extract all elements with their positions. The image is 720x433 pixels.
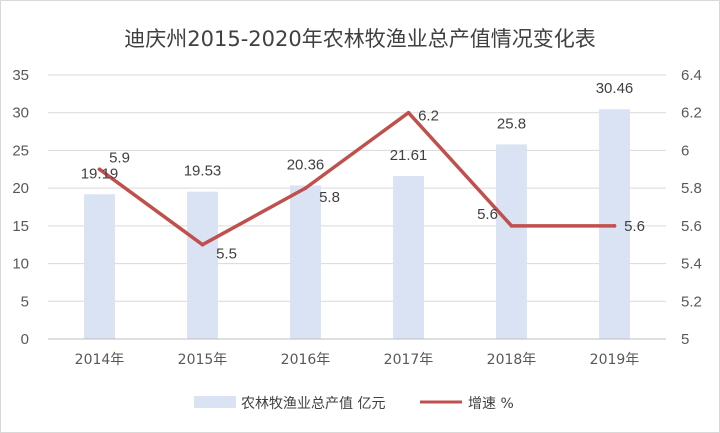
line-point (303, 186, 308, 190)
legend-bar-label: 农林牧渔业总产值 亿元 (241, 396, 385, 412)
bar (393, 175, 424, 339)
y-right-tick-label: 5.2 (681, 293, 702, 310)
y-left-tick-label: 0 (21, 331, 29, 348)
bar-data-label: 21.61 (390, 147, 428, 164)
bar-data-label: 30.46 (596, 80, 634, 97)
line-series-path (97, 110, 617, 247)
y-left-tick-label: 25 (12, 142, 29, 159)
y-left-tick-label: 15 (12, 218, 29, 235)
line-data-label: 5.5 (216, 246, 237, 263)
x-tick-label: 2014年 (75, 352, 125, 368)
line-point (612, 224, 617, 228)
line-point (406, 110, 411, 115)
bar-data-label: 19.19 (81, 165, 119, 182)
line-data-label: 6.2 (418, 108, 439, 125)
y-axis-right: 5 5.2 5.4 5.6 5.8 6 6.2 6.4 (681, 67, 702, 348)
bar (84, 194, 115, 339)
y-left-tick-label: 35 (12, 67, 29, 84)
y-right-tick-label: 6.4 (681, 67, 702, 84)
bar-data-label: 20.36 (287, 156, 325, 173)
y-axis-left: 0 5 10 15 20 25 30 35 (12, 67, 29, 348)
bar-series (84, 109, 630, 339)
line-data-label: 5.8 (319, 189, 340, 206)
y-right-tick-label: 6 (681, 142, 689, 159)
y-left-tick-label: 30 (12, 105, 29, 122)
x-tick-label: 2016年 (281, 352, 331, 368)
gridlines (48, 74, 666, 302)
bar-data-label: 25.8 (497, 115, 526, 132)
legend-line-label: 增速 % (468, 396, 514, 412)
x-axis-ticks: 2014年 2015年 2016年 2017年 2018年 2019年 (75, 352, 640, 368)
line-series (97, 110, 617, 247)
line-point (509, 224, 514, 228)
line-data-label: 5.9 (109, 149, 130, 166)
data-labels: 19.19 19.53 20.36 21.61 25.8 30.46 5.9 5.5 5.8 6.… (81, 80, 645, 262)
y-right-tick-label: 5.4 (681, 256, 702, 273)
y-left-tick-label: 20 (12, 180, 29, 197)
line-point (200, 242, 205, 247)
x-tick-label: 2017年 (384, 352, 434, 368)
y-right-tick-label: 5.8 (681, 180, 702, 197)
y-left-tick-label: 5 (21, 293, 29, 310)
x-tick-label: 2019年 (590, 352, 640, 368)
bar-data-label: 19.53 (184, 163, 222, 180)
y-left-tick-label: 10 (12, 256, 29, 273)
x-tick-label: 2018年 (487, 352, 537, 368)
bar (187, 191, 218, 339)
line-data-label: 5.6 (624, 218, 645, 235)
chart-title: 迪庆州2015-2020年农林牧渔业总产值情况变化表 (124, 27, 595, 51)
line-data-label: 5.6 (477, 206, 498, 223)
line-point (97, 167, 102, 172)
legend: 农林牧渔业总产值 亿元 增速 % (194, 396, 514, 412)
legend-bar-swatch (194, 396, 236, 408)
y-right-tick-label: 5.6 (681, 218, 702, 235)
y-right-tick-label: 5 (681, 331, 689, 348)
bar (290, 185, 321, 339)
y-right-tick-label: 6.2 (681, 105, 702, 122)
x-tick-label: 2015年 (178, 352, 228, 368)
bar (496, 144, 527, 339)
